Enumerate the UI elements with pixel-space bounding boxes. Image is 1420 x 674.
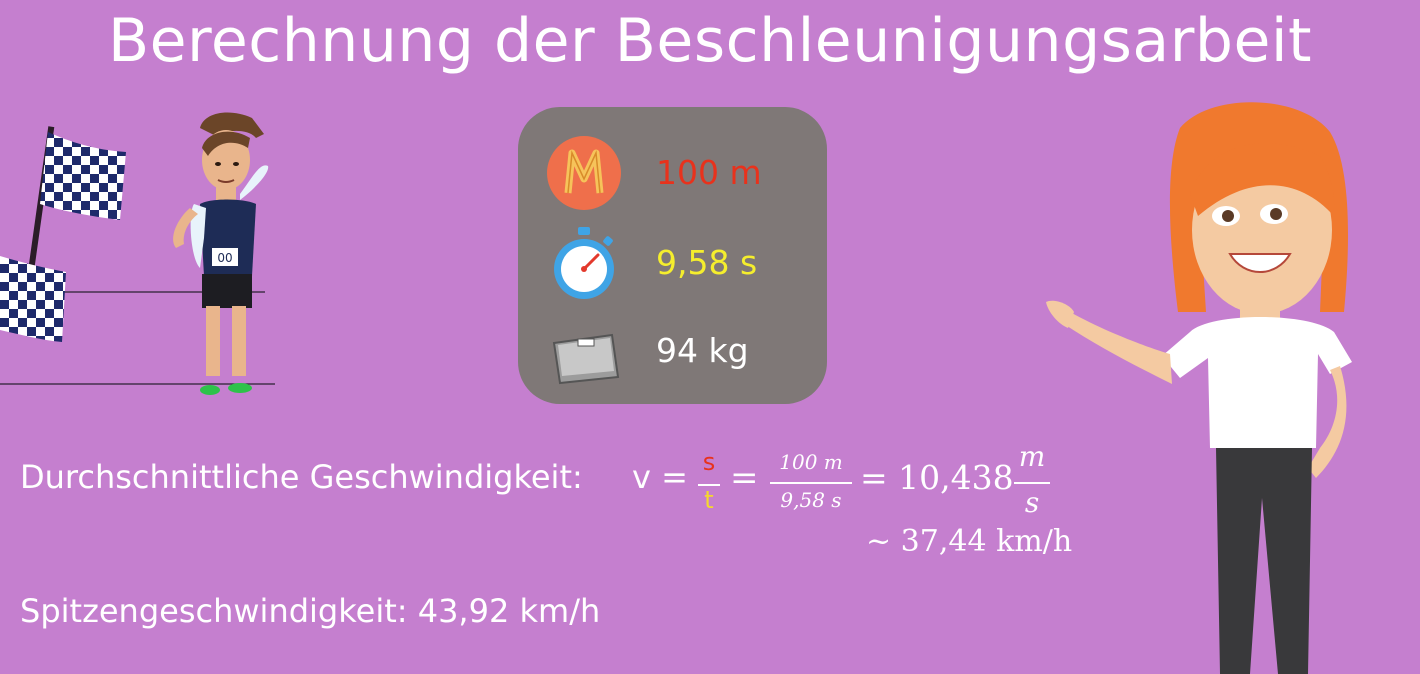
fraction-value-denominator: 9,58 s [780, 488, 842, 512]
teacher-illustration [1046, 102, 1352, 674]
fraction-values: 100 m 9,58 s [770, 450, 852, 516]
ruler-icon [547, 136, 621, 210]
stopwatch-icon [554, 227, 614, 299]
fraction-bar [698, 484, 720, 486]
finish-flags-illustration [0, 126, 275, 385]
distance-value: 100 m [656, 153, 762, 192]
runner-illustration: 00 [173, 112, 269, 395]
fraction-t: t [704, 486, 714, 514]
avg-speed-label: Durchschnittliche Geschwindigkeit: [20, 458, 583, 496]
fraction-value-numerator: 100 m [779, 450, 843, 474]
distance-row: 100 m [518, 133, 827, 213]
unit-s: s [1024, 486, 1040, 519]
velocity-symbol: v = [632, 458, 688, 496]
result-value: = 10,438 [860, 458, 1014, 497]
fraction-s: s [702, 448, 716, 476]
page-title: Berechnung der Beschleunigungsarbeit [107, 6, 1313, 76]
top-speed-label: Spitzengeschwindigkeit: 43,92 km/h [20, 592, 601, 630]
scale-icon [552, 333, 620, 385]
data-panel: 100 m 9,58 s 94 kg [518, 107, 827, 404]
result-unit: m s [1014, 440, 1050, 522]
fraction-value-bar [770, 482, 852, 484]
equals-sign-1: = [730, 458, 759, 498]
mass-value: 94 kg [656, 331, 749, 370]
unit-m: m [1018, 440, 1046, 473]
runner-bib: 00 [217, 251, 232, 265]
time-row: 9,58 s [518, 223, 827, 303]
unit-bar [1014, 482, 1050, 484]
mass-row: 94 kg [518, 311, 827, 391]
fraction-s-over-t: s t [698, 448, 720, 518]
time-value: 9,58 s [656, 243, 758, 282]
approx-speed: ~ 37,44 km/h [866, 524, 1073, 559]
